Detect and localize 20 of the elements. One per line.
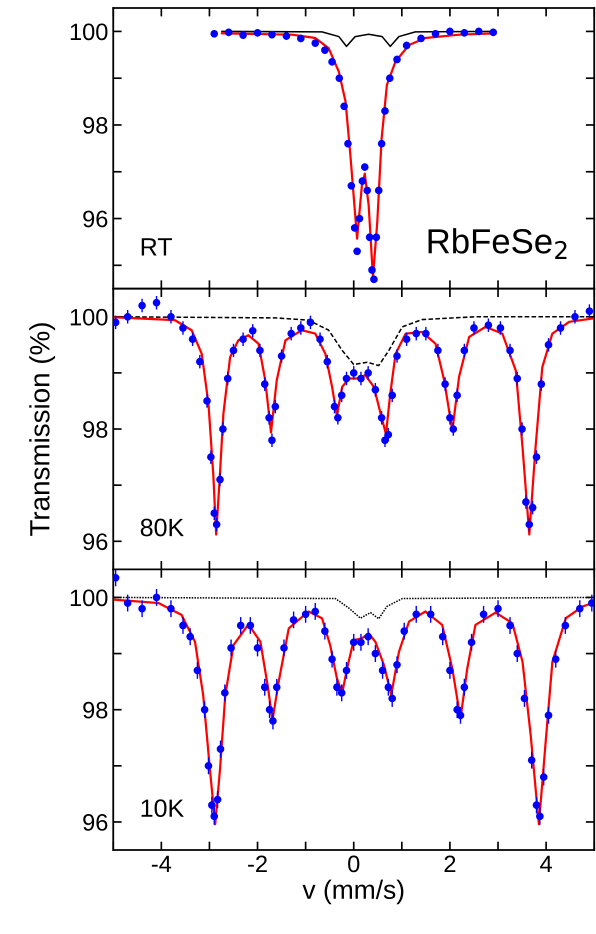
y-axis-title: Transmission (%) — [29, 323, 56, 536]
y-tick-label: 96 — [83, 814, 108, 831]
x-axis-title: v (mm/s) — [302, 880, 404, 904]
annotation: 10K — [142, 799, 184, 818]
y-tick-label: 98 — [83, 702, 108, 718]
y-tick-label: 100 — [70, 308, 108, 326]
x-tick-label: 0 — [348, 856, 360, 872]
x-tick-label: 4 — [540, 856, 552, 872]
y-tick-label: 100 — [70, 23, 108, 40]
y-tick-label: 98 — [83, 421, 108, 438]
y-tick-label: 98 — [83, 117, 108, 134]
y-tick-label: 100 — [70, 590, 108, 606]
x-tick-label: -2 — [248, 856, 267, 872]
annotation: 80K — [140, 518, 184, 536]
x-tick-label: -4 — [152, 856, 172, 872]
annotation: RbFeSe$_{2}$ — [428, 228, 566, 259]
annotation: RT — [142, 238, 172, 256]
y-tick-label: 96 — [83, 210, 108, 228]
x-tick-label: 2 — [444, 856, 456, 872]
y-tick-label: 96 — [83, 533, 108, 550]
